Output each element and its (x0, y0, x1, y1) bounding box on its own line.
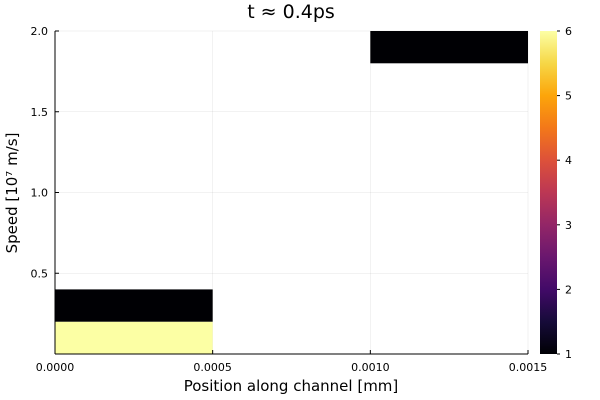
y-tick-label: 0.5 (31, 267, 49, 280)
x-tick-label: 0.0000 (36, 361, 75, 374)
heatmap-cell (55, 321, 213, 354)
colorbar-tick-label: 6 (565, 25, 572, 38)
y-ticks: 0.5 1.0 1.5 2.0 (31, 25, 59, 280)
colorbar: 1 2 3 4 5 6 (540, 25, 572, 361)
y-axis-label: Speed [10⁷ m/s] (3, 133, 21, 254)
x-ticks: 0.0000 0.0005 0.0010 0.0015 (36, 350, 548, 374)
heatmap-cells (55, 31, 528, 354)
x-tick-label: 0.0005 (193, 361, 232, 374)
colorbar-tick-label: 4 (565, 154, 572, 167)
colorbar-tick-label: 3 (565, 219, 572, 232)
colorbar-tick-label: 5 (565, 90, 572, 103)
x-axis-label: Position along channel [mm] (184, 377, 399, 395)
grid-lines (54, 30, 529, 354)
heatmap-cell (55, 289, 213, 322)
heatmap-cell (370, 31, 528, 64)
chart-title: t ≈ 0.4ps (247, 1, 335, 23)
colorbar-gradient (540, 31, 557, 354)
y-tick-label: 1.5 (31, 106, 49, 119)
colorbar-tick-label: 2 (565, 283, 572, 296)
y-tick-label: 1.0 (31, 187, 49, 200)
x-tick-label: 0.0010 (351, 361, 390, 374)
x-tick-label: 0.0015 (509, 361, 548, 374)
y-tick-label: 2.0 (31, 25, 49, 38)
colorbar-tick-label: 1 (565, 348, 572, 361)
